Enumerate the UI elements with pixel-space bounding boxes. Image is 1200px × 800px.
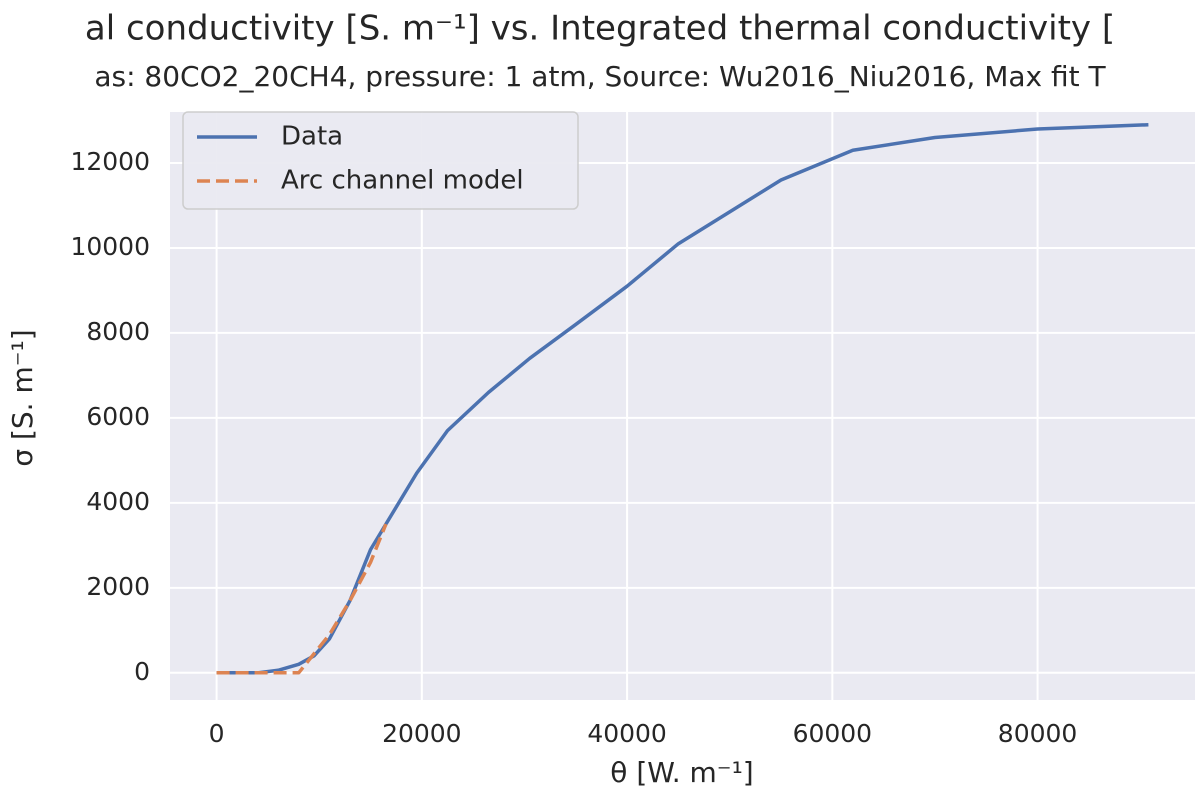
series-line: [216, 523, 388, 675]
y-tick-label: 2000: [86, 572, 150, 601]
legend-box: [182, 111, 579, 210]
y-tick-label: 0: [134, 657, 150, 686]
series-line: [216, 122, 1149, 675]
y-tick-label: 10000: [70, 232, 150, 261]
legend-label: Data: [281, 122, 343, 152]
x-tick-label: 0: [209, 719, 225, 748]
x-tick-label: 20000: [382, 719, 462, 748]
x-tick-label: 60000: [793, 719, 873, 748]
x-tick-label: 80000: [998, 719, 1078, 748]
chart-title: al conductivity [S. m⁻¹] vs. Integrated …: [85, 9, 1115, 49]
plot-area: [170, 112, 1195, 700]
y-tick-label: 8000: [86, 317, 150, 346]
y-tick-label: 4000: [86, 487, 150, 516]
x-tick-label: 40000: [587, 719, 667, 748]
y-tick-label: 6000: [86, 402, 150, 431]
x-axis-label: θ [W. m⁻¹]: [610, 756, 753, 789]
legend-label: Arc channel model: [281, 166, 524, 196]
y-axis-label: σ [S. m⁻¹]: [6, 329, 39, 466]
chart-subtitle: as: 80CO2_20CH4, pressure: 1 atm, Source…: [94, 60, 1106, 93]
y-tick-label: 12000: [70, 147, 150, 176]
